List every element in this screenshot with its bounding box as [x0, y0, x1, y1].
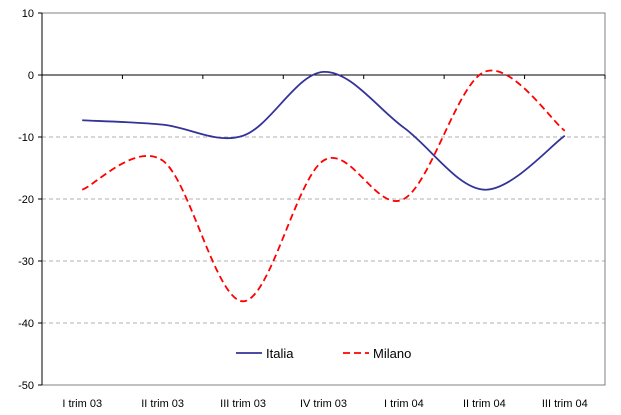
x-tick-label: I trim 03 [62, 398, 102, 410]
legend-label-italia: Italia [266, 346, 294, 361]
x-tick-label: III trim 04 [542, 398, 588, 410]
y-tick-label: 10 [22, 8, 34, 20]
x-tick-label: I trim 04 [384, 398, 424, 410]
x-tick-label: II trim 03 [141, 398, 184, 410]
series-lines [81, 69, 566, 303]
legend: Italia Milano [236, 346, 411, 361]
gridlines [42, 136, 605, 324]
x-axis-ticks: I trim 03 II trim 03 III trim 03 IV trim 03… [62, 398, 587, 410]
y-axis-ticks: 10 0 -10 -20 -30 -40 -50 [18, 8, 42, 392]
x-tick-label: II trim 04 [463, 398, 506, 410]
y-tick-label: 0 [28, 70, 34, 82]
series-line-milano [81, 69, 566, 303]
y-tick-label: -30 [18, 256, 34, 268]
y-tick-label: -10 [18, 132, 34, 144]
series-line-italia [82, 70, 566, 191]
y-tick-label: -20 [18, 194, 34, 206]
legend-label-milano: Milano [373, 346, 411, 361]
y-tick-label: -50 [18, 380, 34, 392]
y-tick-label: -40 [18, 318, 34, 330]
x-tick-label: III trim 03 [220, 398, 266, 410]
x-tick-label: IV trim 03 [300, 398, 347, 410]
